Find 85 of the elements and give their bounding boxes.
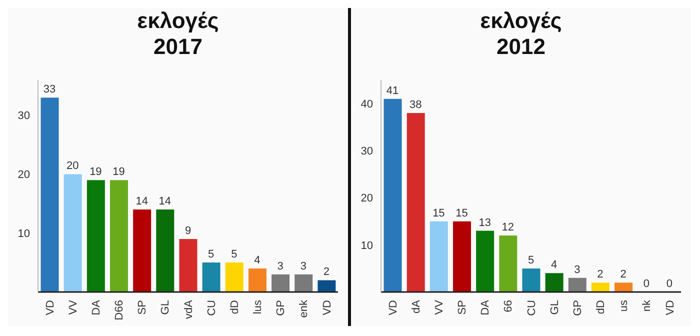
- data-label: 5: [528, 254, 534, 266]
- data-label: 4: [551, 259, 558, 272]
- bar: [384, 98, 402, 292]
- x-tick-label: SP: [456, 300, 469, 315]
- y-tick-label: 30: [18, 110, 30, 122]
- data-label: 0: [643, 278, 650, 290]
- data-label: 2: [620, 268, 626, 281]
- x-tick-label: vdA: [182, 299, 195, 319]
- x-tick-label: VD: [664, 300, 676, 316]
- x-tick-label: GL: [548, 300, 561, 315]
- data-label: 2: [323, 266, 330, 278]
- y-tick-label: 20: [360, 192, 373, 205]
- x-tick-label: nk: [641, 300, 654, 312]
- data-label: 14: [158, 196, 172, 208]
- bar: [64, 174, 82, 292]
- bar: [318, 280, 336, 292]
- data-label: 19: [90, 166, 102, 178]
- bar: [545, 273, 564, 292]
- data-label: 38: [409, 98, 422, 111]
- bar: [156, 210, 174, 292]
- data-label: 5: [208, 248, 214, 261]
- data-label: 20: [66, 160, 79, 172]
- bar: [86, 180, 105, 292]
- bar: [476, 230, 494, 292]
- x-tick-label: VV: [67, 299, 80, 315]
- y-tick-label: 10: [18, 228, 30, 240]
- x-tick-label: lus: [252, 300, 264, 314]
- x-tick-label: VD: [44, 300, 56, 316]
- bar: [272, 274, 290, 292]
- x-tick-label: dD: [595, 300, 608, 314]
- x-tick-label: DA: [90, 299, 102, 316]
- x-tick-label: us: [618, 300, 630, 312]
- x-tick-label: GP: [572, 300, 584, 316]
- y-tick-label: 10: [360, 240, 373, 252]
- x-tick-label: dD: [228, 300, 241, 314]
- bar: [110, 180, 128, 292]
- x-tick-label: SP: [136, 300, 149, 315]
- x-tick-label: VD: [387, 300, 400, 316]
- bar: [453, 221, 471, 292]
- x-tick-label: VD: [321, 300, 334, 316]
- data-label: 41: [386, 84, 399, 97]
- y-tick-label: 40: [360, 98, 373, 110]
- data-label: 12: [502, 221, 514, 234]
- bar: [568, 278, 586, 292]
- bar: [430, 221, 448, 292]
- data-label: 19: [112, 166, 125, 178]
- y-tick-label: 30: [360, 146, 373, 158]
- data-label: 2: [597, 268, 604, 281]
- bar: [40, 98, 59, 292]
- bar: [522, 268, 540, 292]
- data-label: 9: [184, 225, 192, 237]
- data-label: 13: [478, 216, 491, 229]
- x-tick-label: 66: [502, 300, 515, 312]
- x-tick-label: DA: [480, 299, 492, 316]
- bar: [406, 112, 425, 292]
- chart-title: εκλογές 2012: [479, 8, 563, 60]
- x-tick-label: dA: [410, 299, 422, 314]
- x-tick-label: VV: [434, 299, 446, 315]
- bar: [294, 274, 313, 292]
- bar: [248, 268, 266, 292]
- bar: [591, 282, 610, 292]
- data-label: 0: [666, 278, 673, 290]
- data-label: 4: [254, 254, 260, 266]
- data-label: 3: [277, 260, 284, 272]
- bar: [179, 239, 198, 292]
- data-label: 15: [456, 207, 468, 220]
- data-label: 14: [136, 196, 148, 208]
- x-tick-label: D66: [114, 300, 126, 320]
- bar: [614, 282, 633, 292]
- data-label: 3: [574, 264, 580, 276]
- x-tick-label: CU: [526, 300, 538, 316]
- data-label: 15: [432, 207, 445, 220]
- chart-title: εκλογές 2017: [136, 8, 220, 60]
- bar: [202, 262, 220, 292]
- data-label: 33: [43, 84, 56, 96]
- x-tick-label: enk: [298, 300, 310, 318]
- x-tick-label: CU: [206, 300, 218, 316]
- x-tick-label: GP: [275, 300, 288, 316]
- data-label: 5: [231, 248, 238, 261]
- data-label: 3: [300, 260, 306, 272]
- bar: [225, 262, 244, 292]
- x-tick-label: GL: [160, 300, 172, 315]
- bar: [499, 235, 518, 292]
- bar: [133, 210, 152, 292]
- y-tick-label: 20: [18, 169, 30, 182]
